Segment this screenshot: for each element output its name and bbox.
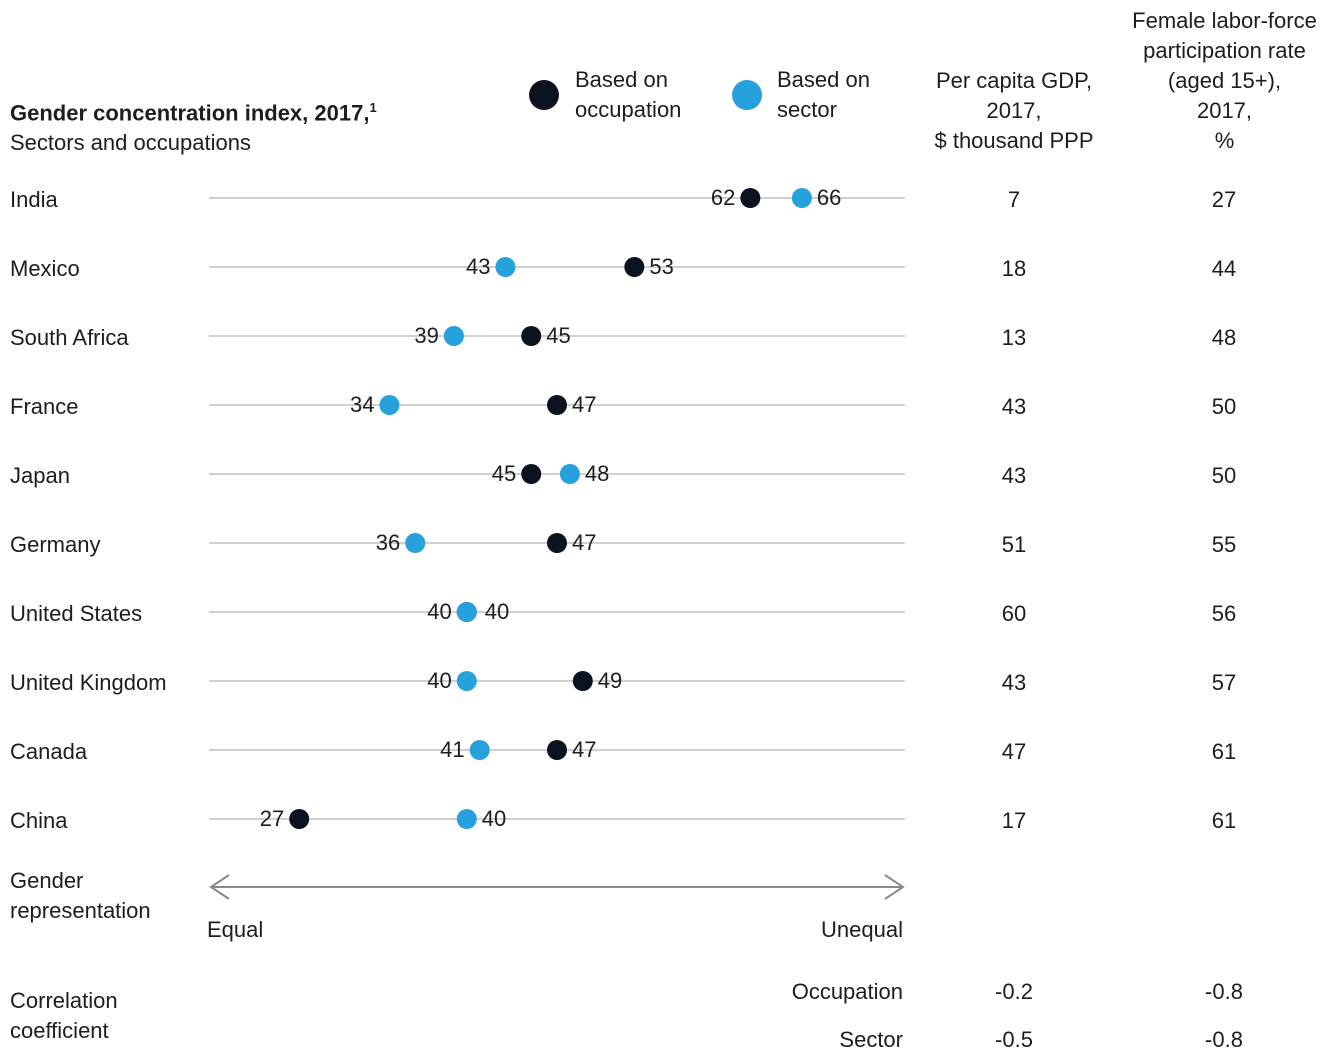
country-label: India: [10, 187, 58, 212]
sector-dot: [379, 395, 400, 415]
sector-value-label: 36: [376, 530, 400, 555]
country-label: United Kingdom: [10, 670, 167, 695]
occupation-value-label: 40: [427, 599, 451, 624]
axis-arrow-left-head: [209, 874, 230, 900]
gdp-value: 43: [1002, 463, 1026, 488]
axis-left-label: Equal: [207, 917, 264, 942]
flfp-value: 61: [1212, 739, 1236, 764]
occupation-dot: [521, 326, 542, 346]
sector-dot: [456, 809, 477, 829]
chart-subtitle: Sectors and occupations: [10, 130, 251, 155]
sector-dot: [456, 671, 477, 691]
gdp-value: 13: [1002, 325, 1026, 350]
sector-dot: [443, 326, 464, 346]
flfp-value: 57: [1212, 670, 1236, 695]
country-label: Canada: [10, 739, 88, 764]
country-label: Germany: [10, 532, 101, 557]
legend-occupation-label: Based on occupation: [575, 67, 682, 122]
flfp-value: 61: [1212, 808, 1236, 833]
legend-sector-marker: [732, 80, 762, 110]
gdp-value: 17: [1002, 808, 1026, 833]
gdp-column-header: Per capita GDP, 2017, $ thousand PPP: [934, 68, 1094, 153]
correlation-occupation-gdp: -0.2: [995, 979, 1033, 1004]
correlation-sector-label: Sector: [839, 1027, 903, 1052]
sector-value-label: 40: [427, 668, 451, 693]
occupation-dot: [547, 533, 567, 553]
gdp-value: 43: [1002, 394, 1026, 419]
sector-value-label: 40: [482, 806, 506, 831]
gdp-value: 7: [1008, 187, 1020, 212]
axis-arrow-right-head: [884, 874, 905, 900]
correlation-sector-flfp: -0.8: [1205, 1027, 1243, 1052]
occupation-value-label: 45: [492, 461, 516, 486]
sector-dot: [791, 188, 812, 208]
gdp-value: 18: [1002, 256, 1026, 281]
occupation-value-label: 47: [572, 737, 596, 762]
flfp-value: 55: [1212, 532, 1236, 557]
correlation-label: Correlation coefficient: [10, 988, 118, 1043]
sector-value-label: 48: [585, 461, 609, 486]
legend-sector-label: Based on sector: [777, 67, 870, 122]
occupation-dot: [289, 809, 310, 829]
flfp-value: 27: [1212, 187, 1236, 212]
occupation-value-label: 27: [260, 806, 284, 831]
axis-right-label: Unequal: [821, 917, 903, 942]
occupation-dot: [547, 395, 567, 415]
flfp-value: 50: [1212, 463, 1236, 488]
sector-value-label: 34: [350, 392, 374, 417]
country-label: United States: [10, 601, 143, 626]
sector-value-label: 66: [817, 185, 841, 210]
occupation-dot: [624, 257, 645, 277]
chart-title: Gender concentration index, 2017,1: [10, 100, 377, 126]
occupation-value-label: 45: [546, 323, 570, 348]
legend-occupation-marker: [529, 80, 559, 110]
sector-dot: [469, 740, 490, 760]
occupation-dot: [740, 188, 761, 208]
occupation-value-label: 62: [711, 185, 735, 210]
country-label: France: [10, 394, 79, 419]
country-label: China: [10, 808, 68, 833]
gdp-value: 60: [1002, 601, 1026, 626]
gdp-value: 43: [1002, 670, 1026, 695]
gdp-value: 51: [1002, 532, 1026, 557]
occupation-value-label: 47: [572, 392, 596, 417]
country-label: Mexico: [10, 256, 80, 281]
flfp-value: 56: [1212, 601, 1236, 626]
correlation-sector-gdp: -0.5: [995, 1027, 1033, 1052]
sector-dot: [559, 464, 580, 484]
flfp-value: 50: [1212, 394, 1236, 419]
occupation-value-label: 49: [598, 668, 622, 693]
sector-dot: [495, 257, 516, 277]
sector-value-label: 40: [485, 599, 509, 624]
flfp-value: 44: [1212, 256, 1236, 281]
occupation-dot: [547, 740, 567, 760]
occupation-value-label: 47: [572, 530, 596, 555]
axis-label: Gender representation: [10, 868, 151, 923]
sector-value-label: 43: [466, 254, 490, 279]
correlation-occupation-label: Occupation: [791, 979, 903, 1004]
sector-value-label: 39: [414, 323, 438, 348]
sector-dot: [456, 602, 477, 622]
country-label: South Africa: [10, 325, 129, 350]
occupation-dot: [521, 464, 542, 484]
occupation-value-label: 53: [649, 254, 673, 279]
gdp-value: 47: [1002, 739, 1026, 764]
flfp-value: 48: [1212, 325, 1236, 350]
flfp-column-header: Female labor-force participation rate (a…: [1132, 8, 1317, 153]
correlation-occupation-flfp: -0.8: [1205, 979, 1243, 1004]
occupation-dot: [572, 671, 593, 691]
sector-value-label: 41: [440, 737, 464, 762]
country-label: Japan: [10, 463, 70, 488]
sector-dot: [405, 533, 426, 553]
